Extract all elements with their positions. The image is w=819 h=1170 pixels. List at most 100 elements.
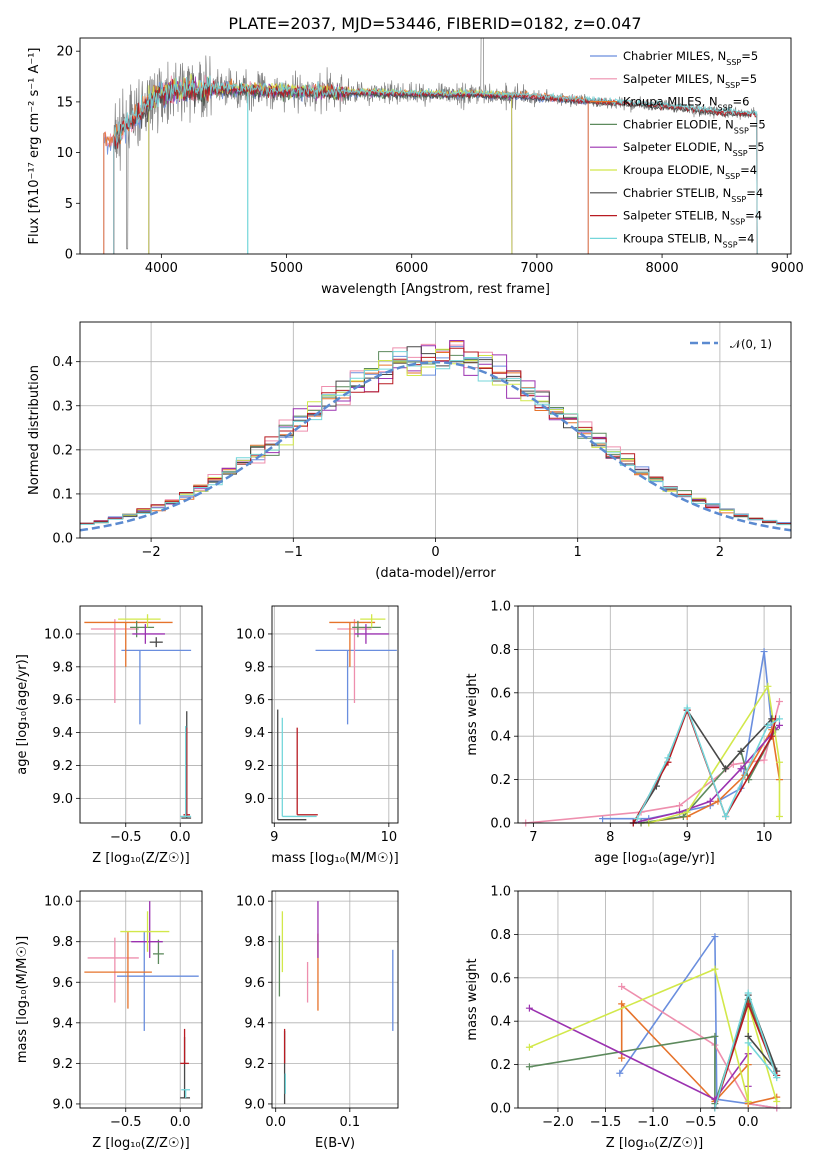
legend-entry: Salpeter MILES, NSSP=5: [623, 72, 757, 90]
y-tick-label: 1.0: [490, 885, 511, 900]
plot-frame: [517, 605, 792, 824]
x-tick-label: 10: [756, 830, 773, 845]
mass-weight-point: [722, 765, 730, 773]
y-tick-label: 0.2: [490, 773, 511, 788]
age-vs-z-panel: −0.5 0.0 9.0 9.2 9.4 9.6 9.8 10.0 Z [log₁₀(Z/Z☉)…: [15, 605, 203, 866]
y-tick-label: 0.8: [490, 643, 511, 658]
mass-weight-point: [616, 1069, 624, 1077]
mass-weight-point: [775, 721, 783, 729]
mass-weight-point: [775, 697, 783, 705]
y-tick-label: 9.4: [52, 726, 73, 741]
x-tick-label: 0.0: [170, 1115, 191, 1130]
y-tick-label: 0.6: [490, 971, 511, 986]
mass-weight-point: [525, 1063, 533, 1071]
y-tick-label: 9.8: [52, 660, 73, 675]
mass-weight-vs-z-panel: −2.0 −1.5 −1.0 −0.5 0.0 0.0 0.2 0.4 0.6 0.8 1.0 Z […: [465, 885, 792, 1151]
x-tick-label: 4000: [145, 261, 178, 276]
x-tick-label: 0.1: [339, 1115, 360, 1130]
mass-weight-point: [744, 1032, 752, 1040]
plot-frame: [517, 890, 792, 1109]
plot-frame: [271, 890, 399, 1109]
legend-entry: Kroupa STELIB, NSSP=4: [623, 231, 754, 249]
grid-lines: [80, 891, 202, 1108]
mass-weight-point: [711, 1032, 719, 1040]
mass-weight-point: [706, 797, 714, 805]
y-tick-label: 9.8: [244, 935, 265, 950]
mass-weight-line: [632, 708, 773, 823]
plot-frame: [79, 605, 203, 824]
y-tick-label: 9.0: [52, 792, 73, 807]
y-tick-label: 9.2: [244, 1057, 265, 1072]
mass-weight-point: [773, 1097, 781, 1105]
grid-lines: [80, 606, 202, 823]
legend-entry: 𝒩(0, 1): [730, 337, 772, 351]
y-tick-label: 20: [56, 45, 73, 60]
x-axis-label: Z [log₁₀(Z/Z☉)]: [92, 851, 189, 866]
x-axis-label: wavelength [Angstrom, rest frame]: [321, 282, 550, 297]
y-tick-label: 9.4: [244, 1016, 265, 1031]
x-tick-label: −0.5: [110, 1115, 142, 1130]
y-tick-label: 0.2: [52, 443, 73, 458]
y-tick-label: 9.4: [244, 726, 265, 741]
y-tick-label: 9.4: [52, 1016, 73, 1031]
y-tick-label: 0.0: [52, 532, 73, 547]
spectrum-legend: Chabrier MILES, NSSP=5 Salpeter MILES, NS…: [590, 49, 766, 249]
x-tick-label: −2: [142, 545, 161, 560]
x-tick-label: 8: [606, 830, 614, 845]
x-axis-label: Z [log₁₀(Z/Z☉)]: [606, 1136, 703, 1151]
plot-frame: [79, 321, 792, 539]
mass-weight-point: [775, 715, 783, 723]
model-spectrum: [113, 75, 758, 254]
panels: 4000 5000 6000 7000 8000 900005101520waveleng…: [15, 37, 804, 1151]
mass-weight-line: [602, 651, 773, 820]
mass-vs-ebv-panel: 0.0 0.1 9.0 9.2 9.4 9.6 9.8 10.0 E(B-V): [236, 890, 399, 1151]
mass-weight-point: [683, 704, 691, 712]
mass-weight-line: [714, 990, 778, 1108]
y-axis-label: Normed distribution: [27, 365, 42, 495]
x-tick-label: 9000: [771, 261, 804, 276]
x-axis-label: mass [log₁₀(M/M☉)]: [271, 851, 398, 866]
mass-weight-point: [729, 760, 737, 768]
x-axis-label: Z [log₁₀(Z/Z☉)]: [92, 1136, 189, 1151]
x-tick-label: 9: [683, 830, 691, 845]
mass-weight-point: [760, 756, 768, 764]
mass-weight-point: [737, 765, 745, 773]
x-tick-label: 0.0: [170, 830, 191, 845]
legend-entry: Kroupa ELODIE, NSSP=4: [623, 163, 757, 181]
legend-entry: Chabrier STELIB, NSSP=4: [623, 186, 763, 204]
mass-weight-point: [764, 682, 772, 690]
mass-weight-point: [737, 747, 745, 755]
x-tick-label: 9: [270, 830, 278, 845]
y-tick-label: 0.4: [490, 730, 511, 745]
plot-frame: [79, 890, 203, 1109]
mass-weight-line: [525, 701, 781, 823]
plot-frame: [271, 605, 399, 824]
y-tick-label: 9.6: [244, 976, 265, 991]
y-tick-label: 9.2: [52, 1057, 73, 1072]
y-tick-label: 9.8: [52, 935, 73, 950]
y-tick-label: 9.6: [52, 693, 73, 708]
x-tick-label: 7000: [520, 261, 553, 276]
x-tick-label: 2: [716, 545, 724, 560]
mass-weight-point: [744, 989, 752, 997]
y-tick-label: 0.2: [490, 1058, 511, 1073]
y-tick-label: 0.3: [52, 399, 73, 414]
mass-weight-point: [679, 812, 687, 820]
x-tick-label: 8000: [646, 261, 679, 276]
y-axis-label: mass [log₁₀(M/M☉)]: [15, 936, 30, 1063]
figure-title: PLATE=2037, MJD=53446, FIBERID=0182, z=0…: [228, 14, 641, 33]
mass-weight-vs-age-panel: 7 8 9 10 0.0 0.2 0.4 0.6 0.8 1.0 age [log₁₀(age/yr…: [465, 600, 792, 866]
y-tick-label: 10.0: [44, 895, 73, 910]
y-tick-label: 0.0: [490, 1102, 511, 1117]
x-tick-label: 0.0: [738, 1115, 759, 1130]
x-tick-label: −1.5: [590, 1115, 622, 1130]
mass-weight-line: [621, 985, 777, 1108]
x-tick-label: 10: [381, 830, 398, 845]
x-tick-label: 5000: [270, 261, 303, 276]
grid-lines: [272, 606, 398, 823]
age-vs-mass-panel: 9 10 9.0 9.2 9.4 9.6 9.8 10.0 mass [log₁₀(M/M☉)]: [236, 605, 399, 866]
mass-weight-point: [675, 802, 683, 810]
legend-entry: Chabrier MILES, NSSP=5: [623, 49, 758, 67]
mass-weight-point: [744, 1097, 752, 1105]
